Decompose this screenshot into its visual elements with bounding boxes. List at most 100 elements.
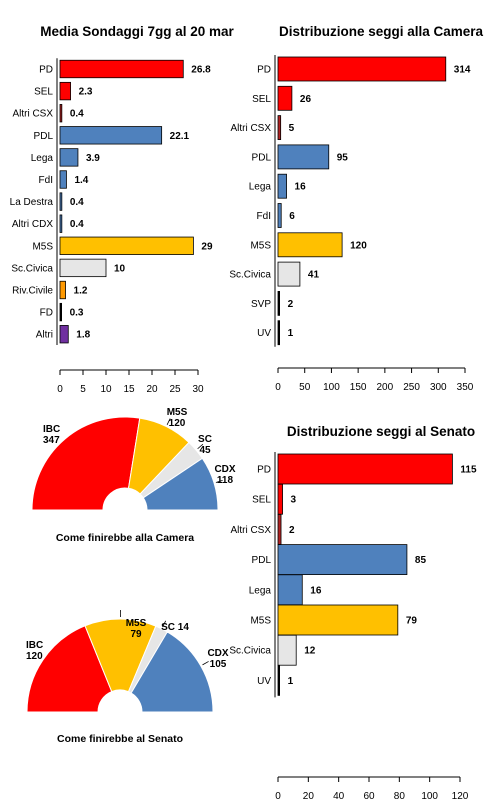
semi-senato-caption: Come finirebbe al Senato <box>57 733 183 745</box>
polls-category-label-2: Altri CSX <box>12 109 53 120</box>
polls-tick-label-4: 20 <box>146 384 158 395</box>
senato-bar-1 <box>277 483 283 515</box>
semi-camera-leader-2 <box>197 443 204 450</box>
senato-chart: Distribuzione seggi al Senato PD 115 SEL 3 Al… <box>229 424 477 800</box>
camera-tick-label-4: 200 <box>377 382 394 393</box>
polls-category-label-8: M5S <box>32 241 53 252</box>
semi-senato-slice-1 <box>84 618 157 693</box>
semi-camera-label-value-3: 118 <box>217 475 234 486</box>
polls-tick-label-6: 30 <box>192 384 204 395</box>
senato-category-label-0: PD <box>257 465 271 476</box>
semi-senato-leader-3 <box>202 661 209 666</box>
polls-bar-0 <box>59 59 184 79</box>
semi-camera-slice-3 <box>142 457 219 511</box>
camera-bar-1 <box>277 85 293 111</box>
semi-senato-label-value-0: 120 <box>26 651 43 662</box>
senato-bar-4 <box>277 574 303 606</box>
camera-tick-label-7: 350 <box>457 382 474 393</box>
polls-value-label-5: 1.4 <box>74 175 88 186</box>
polls-bar-6 <box>59 192 63 211</box>
senato-tick-label-2: 40 <box>333 791 345 800</box>
camera-value-label-6: 120 <box>350 240 367 251</box>
polls-bar-1 <box>59 81 71 101</box>
polls-value-label-10: 1.2 <box>74 286 88 297</box>
camera-category-label-7: Sc.Civica <box>229 270 271 281</box>
camera-category-label-6: M5S <box>250 240 271 251</box>
polls-bar-8 <box>59 236 194 255</box>
polls-bar-5 <box>59 170 67 189</box>
polls-bar-11 <box>59 302 63 322</box>
polls-value-label-7: 0.4 <box>70 219 84 230</box>
semi-senato-label-name-1: M5S <box>126 618 147 629</box>
polls-category-label-7: Altri CDX <box>12 219 53 230</box>
senato-tick-label-4: 80 <box>394 791 406 800</box>
camera-category-label-8: SVP <box>251 299 271 310</box>
polls-value-label-12: 1.8 <box>76 330 90 341</box>
camera-bar-4 <box>277 173 287 199</box>
camera-value-label-4: 16 <box>295 182 307 193</box>
polls-value-label-6: 0.4 <box>70 197 84 208</box>
camera-bar-5 <box>277 203 282 228</box>
semi-camera-leader-3 <box>215 480 223 483</box>
senato-bar-2 <box>277 514 282 545</box>
camera-tick-label-0: 0 <box>275 382 281 393</box>
senato-category-label-4: Lega <box>249 585 272 596</box>
senato-value-label-4: 16 <box>310 585 322 596</box>
polls-category-label-9: Sc.Civica <box>11 263 53 274</box>
camera-category-label-9: UV <box>257 328 271 339</box>
camera-category-label-1: SEL <box>252 94 271 105</box>
polls-bar-10 <box>59 280 66 300</box>
senato-tick-label-3: 60 <box>363 791 375 800</box>
camera-value-label-0: 314 <box>454 65 471 76</box>
camera-category-label-0: PD <box>257 65 271 76</box>
camera-value-label-2: 5 <box>289 123 295 134</box>
semi-senato-slice-3 <box>130 631 214 713</box>
camera-value-label-9: 1 <box>288 328 294 339</box>
polls-bar-12 <box>59 325 69 344</box>
camera-category-label-2: Altri CSX <box>230 123 271 134</box>
polls-tick-label-1: 5 <box>80 384 86 395</box>
senato-bar-6 <box>277 634 297 666</box>
camera-bar-7 <box>277 261 301 287</box>
senato-category-label-7: UV <box>257 676 271 687</box>
polls-category-label-5: FdI <box>39 175 53 186</box>
semi-camera-label-name-2: SC <box>198 434 212 445</box>
camera-value-label-3: 95 <box>337 152 349 163</box>
polls-bar-4 <box>59 148 79 167</box>
semi-senato-label-value-1: 79 <box>130 629 142 640</box>
polls-bar-7 <box>59 214 63 233</box>
semi-senato-slice-0 <box>26 625 113 713</box>
senato-tick-label-5: 100 <box>421 791 438 800</box>
senato-category-label-1: SEL <box>252 495 271 506</box>
senato-category-label-5: M5S <box>250 616 271 627</box>
camera-value-label-8: 2 <box>288 299 294 310</box>
senato-tick-label-6: 120 <box>452 791 469 800</box>
camera-tick-label-6: 300 <box>430 382 447 393</box>
polls-value-label-0: 26.8 <box>191 65 211 76</box>
semi-camera-label-name-3: CDX <box>214 464 235 475</box>
senato-bar-0 <box>277 453 453 485</box>
camera-tick-label-5: 250 <box>403 382 420 393</box>
camera-tick-label-1: 50 <box>299 382 311 393</box>
camera-bar-8 <box>277 290 281 316</box>
camera-tick-label-2: 100 <box>323 382 340 393</box>
senato-value-label-0: 115 <box>460 465 477 476</box>
senato-category-label-6: Sc.Civica <box>229 646 271 657</box>
semi-senato-leader-2 <box>162 620 167 628</box>
semi-camera-label-value-0: 347 <box>43 435 60 446</box>
semi-camera-label-value-1: 120 <box>169 418 186 429</box>
semi-senato-label-name-0: IBC <box>26 640 43 651</box>
camera-value-label-5: 6 <box>289 211 295 222</box>
camera-category-label-3: PDL <box>252 152 272 163</box>
polls-value-label-9: 10 <box>114 263 126 274</box>
polls-category-label-3: PDL <box>34 131 54 142</box>
senato-bar-7 <box>277 665 281 696</box>
senato-value-label-7: 1 <box>288 676 294 687</box>
camera-chart: Distribuzione seggi alla Camera PD 314 SEL 2… <box>229 24 483 393</box>
camera-tick-label-3: 150 <box>350 382 367 393</box>
senato-category-label-2: Altri CSX <box>230 525 271 536</box>
senato-value-label-2: 2 <box>289 525 295 536</box>
polls-category-label-0: PD <box>39 65 53 76</box>
semi-senato-label-name-3: CDX <box>207 648 228 659</box>
